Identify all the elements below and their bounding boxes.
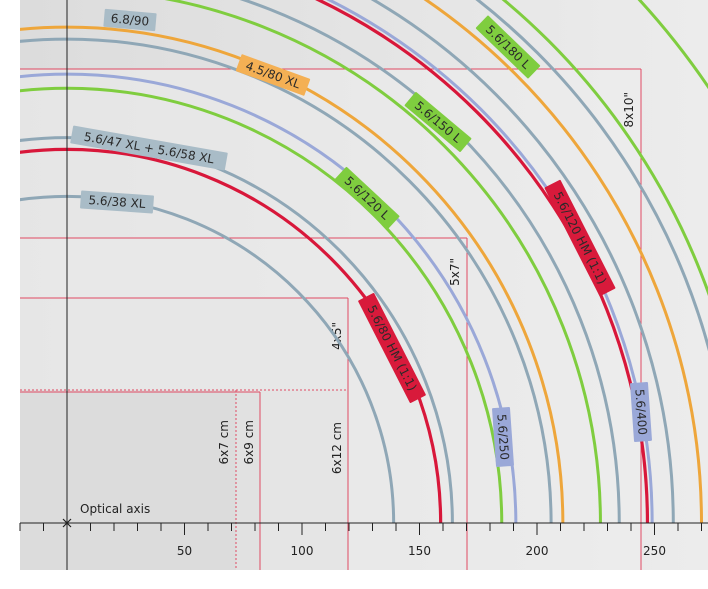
format-label: 6x9 cm bbox=[242, 420, 256, 464]
axis-tick-label: 50 bbox=[177, 544, 192, 558]
lens-coverage-circle bbox=[501, 0, 708, 297]
lens-coverage-circle bbox=[239, 0, 621, 524]
lens-label-tag bbox=[358, 293, 426, 403]
lens-label-tag bbox=[103, 8, 157, 32]
lens-coverage-circle bbox=[423, 0, 703, 524]
lens-label-tag bbox=[235, 54, 311, 96]
format-area bbox=[20, 390, 236, 570]
lens-label-tag bbox=[404, 92, 472, 152]
lens-coverage-circle bbox=[163, 0, 602, 524]
lens-label-text: 5.6/38 XL bbox=[88, 193, 146, 211]
lens-label-text: 6.8/90 bbox=[110, 11, 149, 28]
lens-label-tag bbox=[630, 382, 652, 442]
lens-coverage-circle bbox=[370, 0, 675, 524]
format-label: 6x7 cm bbox=[217, 420, 231, 464]
lens-label: 5.6/38 XL bbox=[80, 190, 154, 214]
axis-tick-label: 200 bbox=[526, 544, 549, 558]
format-label: 5x7" bbox=[448, 258, 462, 286]
lens-label-tag bbox=[80, 190, 154, 214]
format-label: 6x12 cm bbox=[330, 422, 344, 474]
lens-coverage-circle bbox=[475, 0, 708, 352]
lens-label-tag bbox=[475, 15, 541, 79]
lens-label-tag bbox=[70, 125, 228, 171]
lens-label: 6.8/90 bbox=[103, 8, 157, 32]
lens-label-tag bbox=[492, 407, 514, 467]
lens-label-text: 5.6/400 bbox=[632, 389, 649, 436]
format-label: 8x10" bbox=[622, 92, 636, 128]
axis-tick-label: 150 bbox=[408, 544, 431, 558]
lens-label-tag bbox=[544, 179, 616, 297]
lens-label: 5.6/250 bbox=[492, 407, 514, 467]
lens-label: 5.6/400 bbox=[630, 382, 652, 442]
axis-tick-label: 100 bbox=[291, 544, 314, 558]
lens-label-text: 5.6/250 bbox=[494, 414, 511, 461]
axis-tick-label: 250 bbox=[643, 544, 666, 558]
optical-axis-caption: Optical axis bbox=[80, 502, 150, 516]
lens-label-tag bbox=[334, 166, 400, 230]
